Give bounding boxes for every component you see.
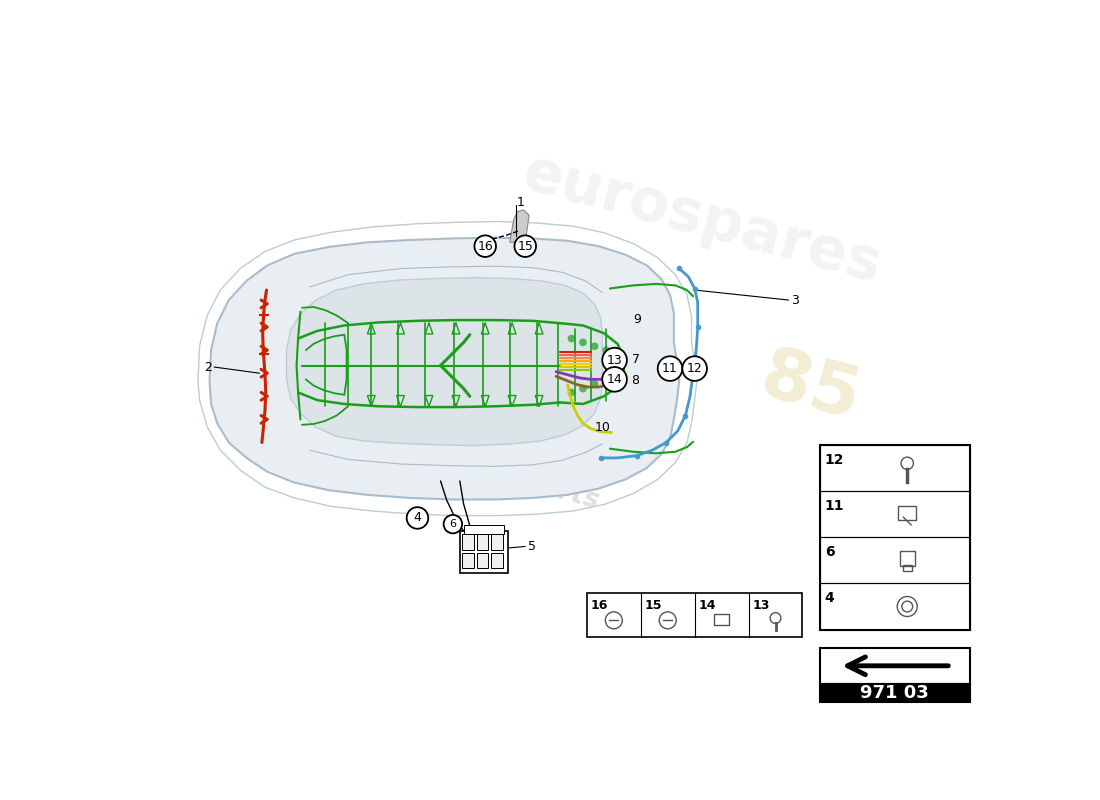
Text: 14: 14 bbox=[607, 373, 623, 386]
Circle shape bbox=[603, 375, 609, 383]
Bar bbox=[821, 583, 970, 630]
Bar bbox=[460, 531, 507, 574]
Bar bbox=[821, 491, 970, 538]
Text: 1: 1 bbox=[517, 196, 525, 209]
Circle shape bbox=[682, 356, 707, 381]
Text: 971 03: 971 03 bbox=[860, 684, 930, 702]
Text: 15: 15 bbox=[645, 599, 662, 612]
Circle shape bbox=[591, 342, 598, 350]
Polygon shape bbox=[286, 278, 603, 446]
Bar bbox=[903, 565, 912, 571]
Polygon shape bbox=[510, 210, 529, 242]
Text: 10: 10 bbox=[594, 421, 610, 434]
Circle shape bbox=[602, 348, 627, 373]
Text: 13: 13 bbox=[752, 599, 770, 612]
Text: 4: 4 bbox=[825, 591, 835, 605]
Circle shape bbox=[474, 235, 496, 257]
Circle shape bbox=[443, 515, 462, 534]
Text: 12: 12 bbox=[825, 453, 845, 466]
FancyArrowPatch shape bbox=[848, 657, 948, 674]
Text: 6: 6 bbox=[450, 519, 456, 529]
Bar bbox=[821, 445, 970, 491]
Bar bbox=[464, 525, 504, 534]
Bar bbox=[462, 534, 474, 550]
Bar bbox=[462, 553, 474, 568]
Text: eurospares: eurospares bbox=[517, 144, 888, 294]
Text: 5: 5 bbox=[528, 540, 536, 553]
Text: 6: 6 bbox=[825, 545, 835, 559]
Circle shape bbox=[407, 507, 428, 529]
Bar bbox=[587, 593, 803, 638]
Bar bbox=[900, 551, 915, 566]
Circle shape bbox=[613, 370, 620, 377]
Circle shape bbox=[568, 334, 575, 342]
Circle shape bbox=[591, 380, 598, 388]
Text: 11: 11 bbox=[662, 362, 678, 375]
Circle shape bbox=[579, 338, 587, 346]
Bar bbox=[821, 683, 970, 702]
Text: 14: 14 bbox=[698, 599, 716, 612]
Text: a passion for parts: a passion for parts bbox=[326, 417, 602, 514]
Polygon shape bbox=[209, 238, 680, 499]
Circle shape bbox=[515, 235, 536, 257]
Text: 16: 16 bbox=[477, 240, 493, 253]
Circle shape bbox=[658, 356, 682, 381]
Text: 11: 11 bbox=[825, 498, 845, 513]
Circle shape bbox=[613, 353, 620, 360]
Text: 9: 9 bbox=[634, 313, 641, 326]
Bar bbox=[898, 506, 916, 520]
Bar bbox=[476, 534, 488, 550]
Circle shape bbox=[568, 389, 575, 396]
Text: 12: 12 bbox=[686, 362, 703, 375]
Text: 15: 15 bbox=[517, 240, 534, 253]
Circle shape bbox=[579, 385, 587, 393]
Bar bbox=[821, 648, 970, 683]
Bar bbox=[492, 534, 503, 550]
Bar bbox=[821, 538, 970, 583]
Circle shape bbox=[602, 367, 627, 392]
Text: 4: 4 bbox=[414, 511, 421, 525]
Text: 7: 7 bbox=[631, 353, 639, 366]
Text: 85: 85 bbox=[752, 342, 868, 435]
Text: 13: 13 bbox=[607, 354, 623, 366]
Bar bbox=[714, 614, 729, 625]
Bar bbox=[492, 553, 503, 568]
Text: 8: 8 bbox=[631, 374, 639, 387]
Text: 16: 16 bbox=[591, 599, 608, 612]
Bar bbox=[821, 445, 970, 630]
Text: 2: 2 bbox=[204, 361, 212, 374]
Text: 3: 3 bbox=[791, 294, 799, 306]
Bar bbox=[476, 553, 488, 568]
Circle shape bbox=[603, 346, 609, 354]
